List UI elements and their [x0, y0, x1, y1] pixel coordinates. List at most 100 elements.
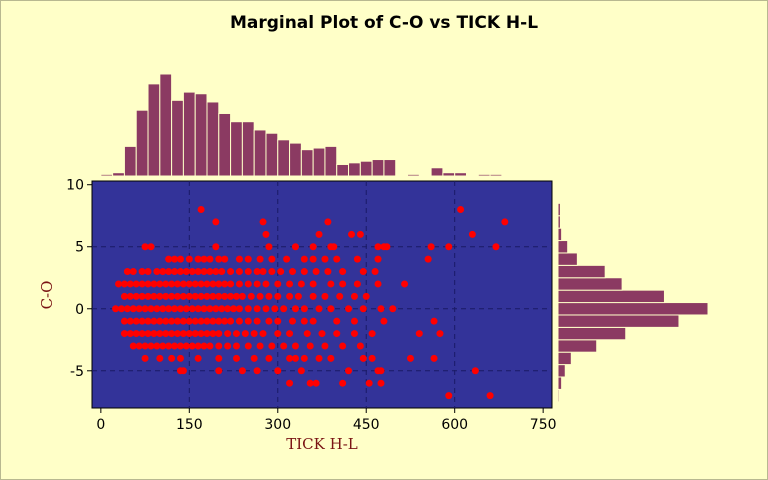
- data-point: [138, 317, 146, 325]
- data-point: [215, 367, 223, 375]
- data-point: [209, 280, 217, 288]
- data-point: [129, 342, 137, 350]
- data-point: [259, 268, 267, 276]
- x-histogram-bar: [159, 73, 173, 177]
- y-histogram-bar: [557, 339, 598, 353]
- data-point: [359, 354, 367, 362]
- data-point: [176, 305, 184, 313]
- data-point: [235, 268, 243, 276]
- data-point: [291, 342, 299, 350]
- data-point: [330, 243, 338, 251]
- x-tick-label: 750: [530, 417, 557, 433]
- data-point: [327, 280, 335, 288]
- data-point: [362, 292, 370, 300]
- data-point: [165, 255, 173, 263]
- data-point: [144, 292, 152, 300]
- data-point: [135, 305, 143, 313]
- data-point: [350, 292, 358, 300]
- data-point: [356, 342, 364, 350]
- data-point: [350, 317, 358, 325]
- data-point: [168, 280, 176, 288]
- x-histogram-bar: [147, 83, 161, 177]
- data-point: [289, 268, 297, 276]
- data-point: [265, 317, 273, 325]
- data-point: [250, 330, 258, 338]
- data-point: [150, 292, 158, 300]
- data-point: [150, 280, 158, 288]
- data-point: [235, 305, 243, 313]
- y-tick-label: -5: [70, 364, 84, 380]
- data-point: [303, 330, 311, 338]
- data-point: [371, 268, 379, 276]
- x-histogram-bar: [230, 121, 243, 177]
- data-point: [132, 317, 140, 325]
- data-point: [286, 354, 294, 362]
- data-point: [286, 379, 294, 387]
- data-point: [112, 305, 120, 313]
- data-point: [115, 280, 123, 288]
- data-point: [200, 342, 208, 350]
- data-point: [430, 317, 438, 325]
- data-point: [215, 292, 223, 300]
- data-point: [129, 305, 137, 313]
- data-point: [374, 280, 382, 288]
- x-tick-label: 150: [176, 417, 203, 433]
- data-point: [262, 230, 270, 238]
- data-point: [406, 354, 414, 362]
- data-point: [135, 342, 143, 350]
- data-point: [215, 354, 223, 362]
- data-point: [182, 305, 190, 313]
- data-point: [312, 268, 320, 276]
- data-point: [197, 280, 205, 288]
- data-point: [238, 292, 246, 300]
- data-point: [309, 280, 317, 288]
- data-point: [235, 255, 243, 263]
- data-point: [256, 342, 264, 350]
- data-point: [327, 354, 335, 362]
- data-point: [224, 330, 232, 338]
- data-point: [424, 255, 432, 263]
- x-tick-label: 0: [96, 417, 105, 433]
- data-point: [132, 292, 140, 300]
- data-point: [353, 280, 361, 288]
- data-point: [215, 342, 223, 350]
- data-point: [200, 268, 208, 276]
- x-histogram-bar: [407, 173, 420, 177]
- data-point: [212, 268, 220, 276]
- data-point: [286, 330, 294, 338]
- x-axis-label: TICK H-L: [286, 435, 358, 453]
- data-point: [271, 305, 279, 313]
- data-point: [215, 317, 223, 325]
- data-point: [300, 305, 308, 313]
- data-point: [227, 317, 235, 325]
- data-point: [300, 317, 308, 325]
- data-point: [492, 243, 500, 251]
- data-point: [259, 218, 267, 226]
- data-point: [238, 367, 246, 375]
- data-point: [203, 317, 211, 325]
- data-point: [206, 255, 214, 263]
- y-histogram-bar: [557, 364, 566, 378]
- data-point: [141, 342, 149, 350]
- data-point: [212, 243, 220, 251]
- data-point: [212, 305, 220, 313]
- data-point: [221, 255, 229, 263]
- y-histogram-bar: [557, 351, 572, 366]
- data-point: [212, 218, 220, 226]
- data-point: [368, 330, 376, 338]
- data-point: [174, 280, 182, 288]
- data-point: [315, 354, 323, 362]
- data-point: [197, 317, 205, 325]
- data-point: [274, 317, 282, 325]
- data-point: [232, 354, 240, 362]
- data-point: [368, 354, 376, 362]
- data-point: [191, 330, 199, 338]
- x-histogram-bar: [218, 112, 232, 177]
- data-point: [209, 330, 217, 338]
- data-point: [188, 268, 196, 276]
- data-point: [350, 330, 358, 338]
- data-point: [162, 280, 170, 288]
- data-point: [203, 280, 211, 288]
- data-point: [120, 317, 128, 325]
- data-point: [176, 268, 184, 276]
